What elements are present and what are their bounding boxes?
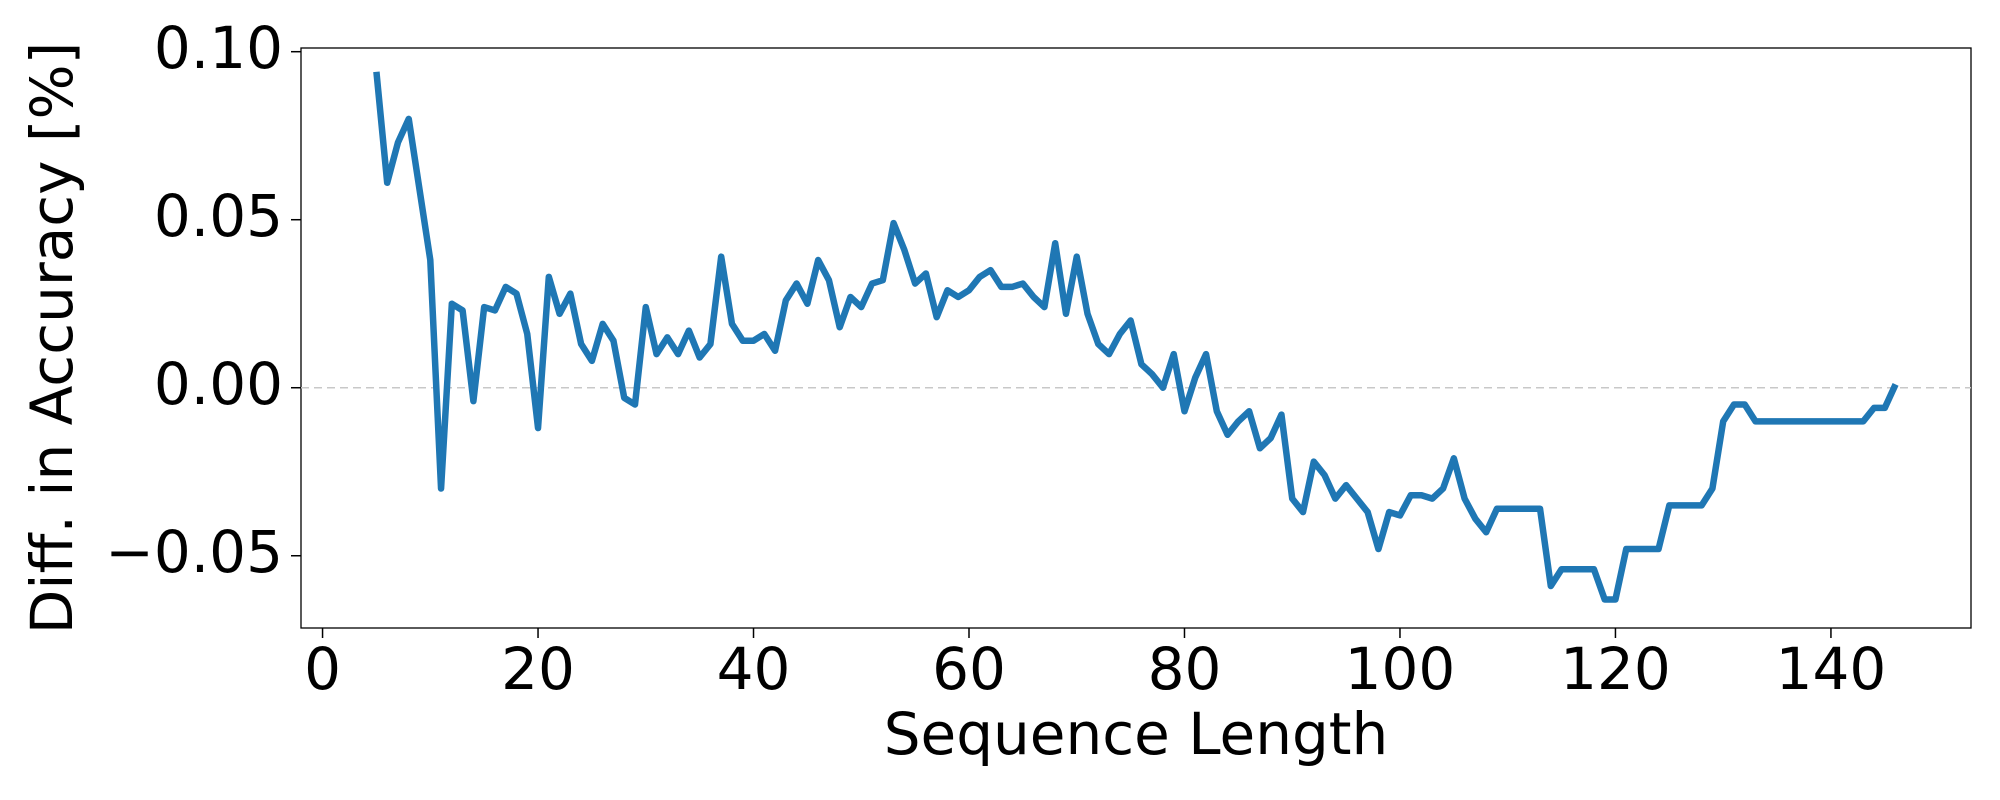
x-axis-label: Sequence Length xyxy=(884,700,1389,768)
x-tick-label: 0 xyxy=(304,635,341,703)
y-tick-label: −0.05 xyxy=(105,518,283,586)
data-line xyxy=(373,71,1899,603)
plot-frame xyxy=(300,47,1972,629)
x-tick-label: 20 xyxy=(501,635,575,703)
x-tick-label: 140 xyxy=(1776,635,1887,703)
x-tick-label: 100 xyxy=(1345,635,1456,703)
x-tick-label: 120 xyxy=(1560,635,1671,703)
y-axis-label: Diff. in Accuracy [%] xyxy=(18,42,86,635)
x-tick-label: 60 xyxy=(932,635,1006,703)
y-tick-label: 0.10 xyxy=(154,14,283,82)
x-tick-label: 40 xyxy=(717,635,791,703)
y-tick-label: 0.00 xyxy=(154,350,283,418)
y-tick-label: 0.05 xyxy=(154,182,283,250)
x-tick-label: 80 xyxy=(1148,635,1222,703)
